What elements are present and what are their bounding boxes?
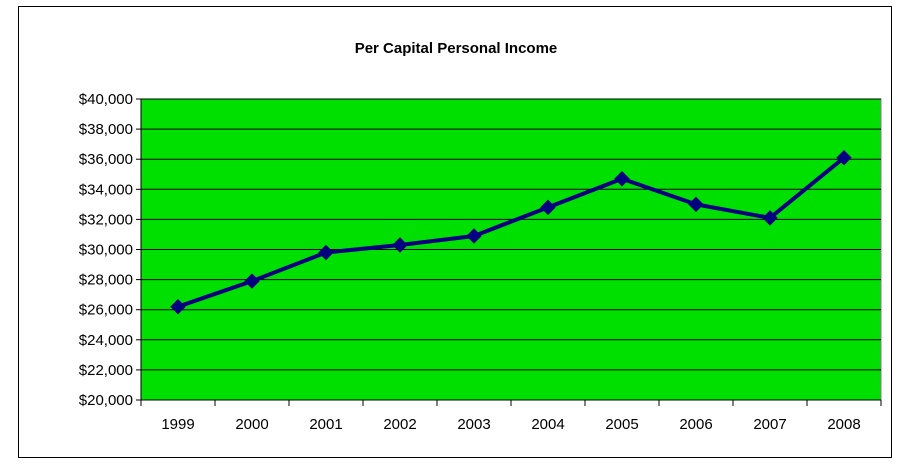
x-tick-label: 2004 (531, 416, 564, 433)
y-tick-label: $24,000 (79, 332, 133, 349)
axes (140, 99, 882, 406)
data-point-marker (836, 149, 852, 166)
data-point-marker (540, 199, 556, 216)
chart: Per Capital Personal Income $20,000 $22,0… (79, 40, 882, 433)
y-tick-label: $38,000 (79, 121, 133, 138)
y-tick-label: $28,000 (79, 272, 133, 289)
series-line (177, 156, 846, 309)
data-point-marker (614, 171, 630, 187)
y-tick-label: $36,000 (79, 151, 133, 168)
data-point-marker (762, 210, 778, 226)
gridlines (136, 98, 881, 401)
y-tick-label: $32,000 (79, 211, 133, 228)
x-tick-label: 2002 (383, 416, 416, 433)
y-tick-label: $30,000 (79, 242, 133, 259)
chart-title: Per Capital Personal Income (355, 40, 558, 57)
y-tick-label: $40,000 (79, 91, 133, 108)
x-tick-labels: 1999 2000 2001 2002 2003 2004 2005 2006 2007 2008 (161, 416, 860, 433)
chart-container: Per Capital Personal Income $20,000 $22,0… (18, 6, 892, 458)
x-tick-label: 2000 (235, 416, 268, 433)
data-point-marker (170, 298, 186, 315)
data-point-marker (318, 244, 334, 261)
data-point-marker (244, 273, 260, 289)
x-tick-label: 2006 (679, 416, 712, 433)
x-tick-label: 1999 (161, 416, 194, 433)
y-tick-labels: $20,000 $22,000 $24,000 $26,000 $28,000 $30,0… (79, 91, 133, 409)
y-tick-label: $34,000 (79, 181, 133, 198)
x-tick-label: 2001 (309, 416, 342, 433)
x-tick-label: 2007 (753, 416, 786, 433)
data-point-marker (466, 228, 482, 244)
y-tick-label: $26,000 (79, 302, 133, 319)
y-tick-label: $20,000 (79, 392, 133, 409)
data-point-marker (688, 196, 704, 213)
x-tick-label: 2008 (827, 416, 860, 433)
x-tick-label: 2003 (457, 416, 490, 433)
data-point-marker (392, 237, 408, 253)
data-series (170, 149, 852, 315)
x-tick-label: 2005 (605, 416, 638, 433)
y-tick-label: $22,000 (79, 362, 133, 379)
